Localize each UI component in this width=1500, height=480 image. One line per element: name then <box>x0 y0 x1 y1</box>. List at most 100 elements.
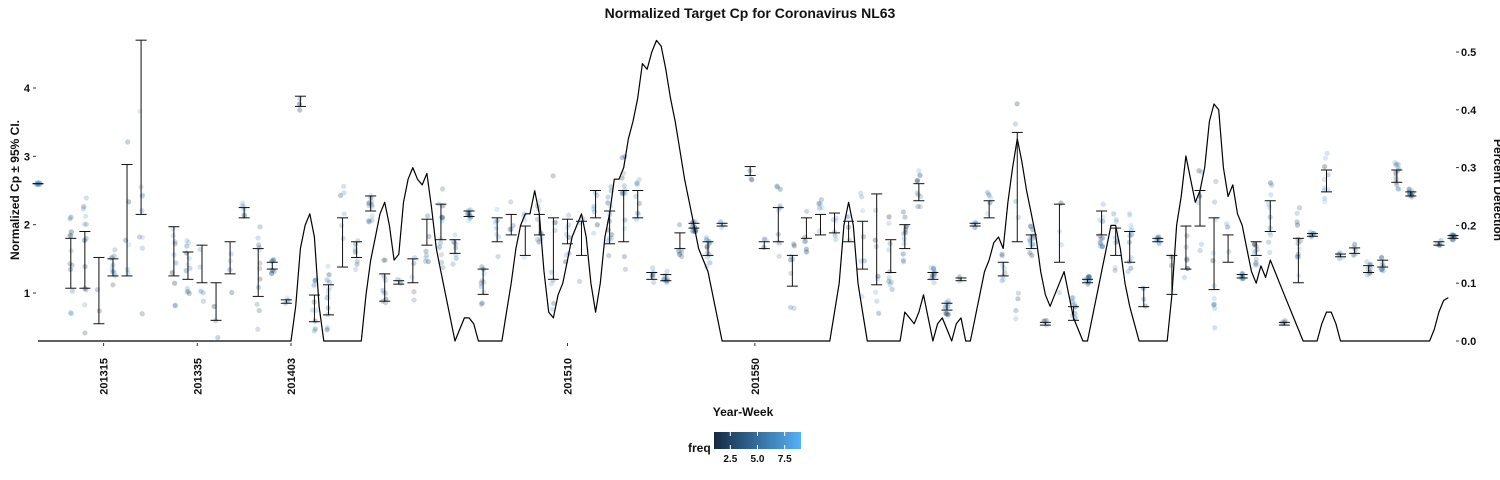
scatter-point <box>1254 262 1260 268</box>
error-bar <box>1082 278 1094 284</box>
error-bar <box>379 273 391 302</box>
scatter-point <box>354 261 360 267</box>
scatter-point <box>946 311 952 317</box>
scatter-point <box>184 285 190 291</box>
scatter-point <box>1086 274 1092 280</box>
error-bar <box>772 207 784 243</box>
scatter-point <box>256 247 262 253</box>
scatter-point <box>312 277 318 283</box>
x-tick-label: 201403 <box>286 358 298 395</box>
scatter-point <box>137 108 143 115</box>
scatter-point <box>1294 210 1300 216</box>
scatter-point <box>1072 311 1078 317</box>
scatter-point <box>1352 241 1358 247</box>
scatter-point <box>1128 222 1134 228</box>
error-bar <box>983 200 995 219</box>
y-right-tick-label: 0.3 <box>1461 163 1476 175</box>
error-bar <box>1447 235 1459 239</box>
scatter-point <box>1184 233 1190 239</box>
scatter-point <box>450 261 456 267</box>
scatter-point <box>1364 272 1370 278</box>
scatter-point <box>1297 205 1303 211</box>
scatter-point <box>1000 262 1006 268</box>
error-bar <box>1335 253 1347 258</box>
scatter-point <box>479 278 485 284</box>
error-bar <box>121 164 133 277</box>
scatter-point <box>211 303 217 310</box>
error-bar <box>1110 227 1122 256</box>
error-bar <box>871 193 883 286</box>
scatter-point <box>804 249 810 255</box>
scatter-point <box>439 186 446 192</box>
error-bar <box>1124 231 1136 263</box>
scatter-point <box>608 184 614 190</box>
scatter-point <box>1097 239 1103 246</box>
scatter-point <box>874 298 880 304</box>
scatter-point <box>675 248 682 254</box>
scatter-point <box>622 225 628 232</box>
scatter-point <box>564 231 570 237</box>
scatter-point <box>1168 253 1174 260</box>
scatter-point <box>791 243 797 249</box>
error-bar <box>927 272 939 280</box>
scatter-point <box>1210 250 1216 256</box>
scatter-point <box>67 310 74 316</box>
scatter-point <box>676 251 683 258</box>
scatter-point <box>521 211 528 217</box>
scatter-point <box>860 234 867 240</box>
scatter-point <box>1254 246 1260 253</box>
scatter-point <box>1072 302 1078 308</box>
scatter-point <box>257 276 263 282</box>
scatter-point <box>984 189 990 196</box>
scatter-point <box>366 200 372 206</box>
scatter-point <box>774 184 780 190</box>
error-bar <box>1320 169 1332 193</box>
scatter-point <box>633 216 640 222</box>
scatter-point <box>761 236 767 242</box>
scatter-point <box>1099 243 1106 249</box>
scatter-point <box>875 273 881 279</box>
x-tick-label: 201315 <box>99 358 111 395</box>
scatter-point <box>1027 223 1034 229</box>
scatter-point <box>1013 316 1019 322</box>
scatter-point <box>830 217 836 223</box>
scatter-point <box>453 241 459 247</box>
legend-tick-label: 5.0 <box>751 454 765 465</box>
scatter-point <box>704 245 710 251</box>
error-bar <box>1278 321 1290 326</box>
scatter-point <box>423 252 430 258</box>
scatter-point <box>366 218 372 224</box>
scatter-point <box>886 247 892 253</box>
scatter-point <box>440 265 446 271</box>
scatter-point <box>1434 241 1440 248</box>
error-bar <box>1138 287 1150 308</box>
error-bar <box>266 261 278 270</box>
scatter-point <box>325 278 331 284</box>
scatter-point <box>1268 232 1274 238</box>
scatter-point <box>1211 295 1217 302</box>
scatter-point <box>324 325 331 331</box>
scatter-point <box>35 181 41 187</box>
scatter-point <box>1097 236 1104 242</box>
scatter-point <box>999 278 1005 284</box>
scatter-point <box>325 295 331 301</box>
error-bar <box>238 207 250 219</box>
scatter-point <box>1392 159 1398 166</box>
scatter-point <box>68 214 74 220</box>
scatter-point <box>985 191 992 197</box>
scatter-point <box>1394 161 1400 167</box>
scatter-point <box>83 213 89 219</box>
scatter-point <box>651 279 657 285</box>
error-bar <box>365 195 377 212</box>
scatter-point <box>787 257 794 263</box>
error-bar <box>322 284 334 316</box>
scatter-point <box>1029 252 1035 258</box>
error-bar <box>814 213 826 236</box>
scatter-point <box>873 207 879 213</box>
scatter-point <box>986 192 992 199</box>
scatter-point <box>1380 268 1386 274</box>
scatter-point <box>366 217 372 223</box>
scatter-point <box>1014 101 1020 107</box>
scatter-point <box>1378 267 1384 273</box>
scatter-point <box>1251 249 1257 256</box>
